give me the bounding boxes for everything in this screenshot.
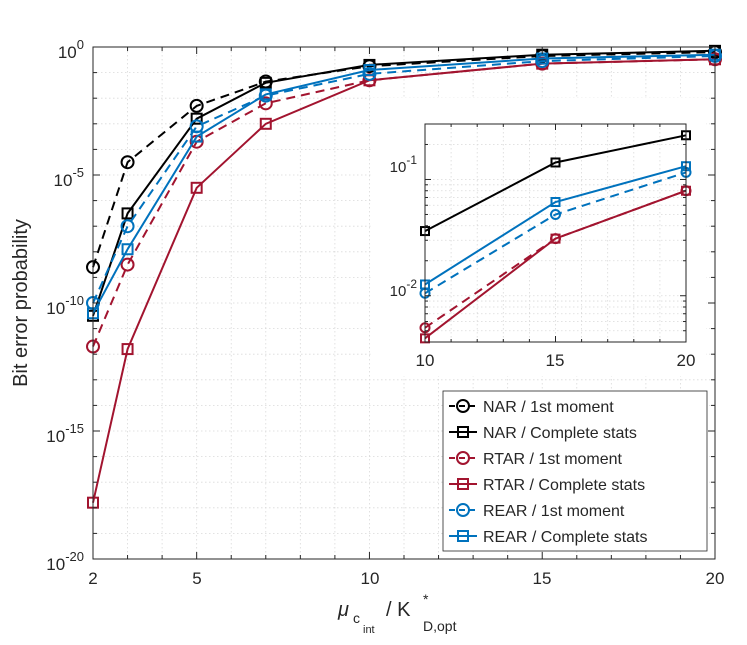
xtick-label-15: 15	[533, 569, 552, 588]
main-point-5-4	[363, 64, 376, 77]
legend-swatch-marker-5	[457, 530, 469, 542]
y-axis-title: Bit error probability	[10, 219, 32, 387]
main-point-0-2	[189, 98, 204, 113]
xtick-label-20: 20	[706, 569, 725, 588]
main-point-1-1	[121, 207, 134, 220]
main-point-0-1	[120, 155, 135, 170]
inset-series	[419, 130, 692, 344]
main-point-5-2	[190, 130, 203, 143]
legend-label-rear-complete: REAR / Complete stats	[483, 529, 648, 546]
inset-series-line-2	[424, 189, 687, 340]
legend-swatch-marker-3	[457, 478, 469, 490]
svg-text:c: c	[353, 610, 360, 626]
main-point-1-3	[259, 76, 272, 89]
ytick-label-4: 10-20	[46, 549, 84, 574]
inset-series-line-0	[424, 134, 687, 232]
svg-text:/ K: / K	[386, 599, 411, 621]
svg-text:*: *	[423, 591, 429, 607]
legend-label-nar-complete: NAR / Complete stats	[483, 425, 637, 442]
ytick-label-0: 100	[58, 37, 84, 62]
inset-point-4-1	[550, 197, 561, 208]
inset-xtick-label-20: 20	[677, 351, 696, 370]
legend-label-rtar-1st: RTAR / 1st moment	[483, 451, 623, 468]
inset-series-line-3	[424, 171, 687, 295]
inset-xtick-label-10: 10	[416, 351, 435, 370]
y-tick-labels: 100 10-5 10-10 10-15 10-20	[46, 37, 84, 574]
x-tick-labels: 2 5 10 15 20	[88, 569, 724, 588]
main-series-line-5	[92, 53, 716, 314]
legend: NAR / 1st moment NAR / Complete stats RT…	[442, 390, 708, 552]
legend-swatch-marker-0	[456, 399, 470, 413]
main-point-5-3	[259, 88, 272, 101]
inset-point-3-1	[550, 208, 561, 220]
x-axis-title: μ c int / K * D,opt	[337, 591, 457, 636]
main-point-3-2	[190, 181, 203, 194]
main-point-4-1	[120, 219, 135, 234]
legend-swatch-marker-2	[456, 451, 470, 465]
main-series-line-0	[92, 51, 716, 268]
inset-chart: 10-1 10-2 10 15 20	[372, 98, 706, 376]
ytick-label-1: 10-5	[54, 165, 84, 190]
legend-box	[442, 390, 708, 552]
main-series-line-4	[92, 55, 716, 304]
main-point-3-1	[121, 343, 134, 356]
main-point-2-3	[258, 96, 273, 111]
xtick-label-2: 2	[88, 569, 97, 588]
main-point-1-2	[190, 112, 203, 125]
inset-ytick-label-1: 10-2	[390, 277, 418, 300]
svg-text:μ: μ	[337, 599, 349, 621]
main-point-2-1	[120, 257, 135, 272]
main-point-5-1	[121, 243, 134, 256]
ytick-label-3: 10-15	[46, 421, 84, 446]
inset-ticks	[424, 124, 687, 343]
legend-swatches	[449, 399, 477, 542]
legend-label-rtar-complete: RTAR / Complete stats	[483, 477, 645, 494]
inset-xtick-label-15: 15	[546, 351, 565, 370]
inset-series-line-4	[424, 165, 687, 286]
ytick-label-2: 10-10	[46, 293, 84, 318]
inset-ytick-label-0: 10-1	[390, 153, 418, 176]
svg-text:int: int	[363, 624, 375, 636]
inset-point-0-1	[550, 157, 561, 168]
svg-text:D,opt: D,opt	[423, 618, 457, 634]
legend-swatch-marker-4	[456, 503, 470, 517]
legend-label-nar-1st: NAR / 1st moment	[483, 399, 614, 416]
main-ticks	[92, 46, 716, 560]
xtick-label-5: 5	[192, 569, 201, 588]
legend-swatch-marker-1	[457, 426, 469, 438]
legend-label-rear-1st: REAR / 1st moment	[483, 503, 625, 520]
xtick-label-10: 10	[361, 569, 380, 588]
main-point-3-3	[259, 117, 272, 130]
inset-point-2-1	[550, 233, 561, 244]
